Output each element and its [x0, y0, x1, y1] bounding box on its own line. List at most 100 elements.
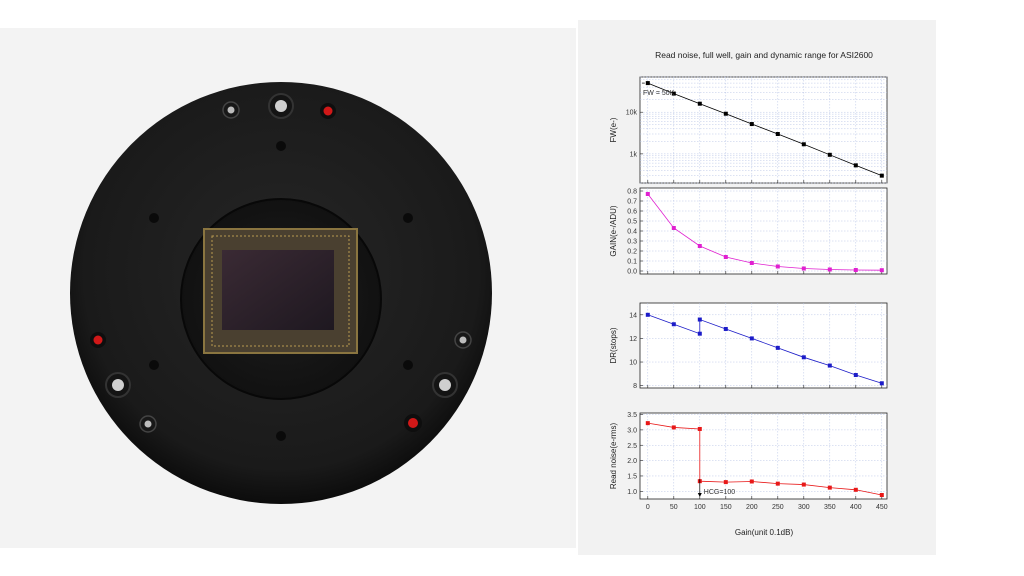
x-axis-label: Gain(unit 0.1dB) [735, 528, 794, 537]
y-axis-label: FW(e-) [609, 117, 618, 142]
x-tick-label: 350 [824, 504, 836, 511]
data-point [827, 363, 832, 368]
screw-icon [432, 372, 458, 398]
data-point [801, 355, 806, 360]
x-tick-label: 250 [772, 504, 784, 511]
data-point [853, 487, 858, 492]
y-tick-label: 10 [629, 360, 637, 367]
data-point [671, 322, 676, 327]
chart-panel: Read noise, full well, gain and dynamic … [578, 20, 936, 555]
y-tick-label: 0.3 [627, 239, 637, 246]
data-point [723, 255, 728, 259]
y-tick-label: 12 [629, 336, 637, 343]
data-point [697, 317, 702, 322]
annotation-label: HCG=100 [704, 489, 735, 496]
data-point [879, 173, 884, 178]
data-point [749, 336, 754, 341]
data-point [697, 101, 702, 106]
y-axis-label: GAIN(e-/ADU) [609, 205, 618, 256]
data-point [645, 192, 650, 196]
data-point [723, 111, 728, 116]
data-point [879, 493, 884, 498]
data-point [723, 326, 728, 331]
camera-illustration [70, 82, 492, 504]
y-tick-label: 0.6 [627, 209, 637, 216]
screw-icon [454, 331, 472, 349]
y-tick-label: 8 [633, 383, 637, 390]
series-line [647, 82, 882, 177]
y-tick-label: 0.5 [627, 219, 637, 226]
y-tick-label: 1k [630, 151, 638, 158]
y-tick-label: 1.0 [627, 489, 637, 496]
data-point [749, 479, 754, 484]
data-point [879, 268, 884, 273]
y-tick-label: 0.8 [627, 189, 637, 196]
red-indicator-icon [404, 414, 422, 432]
screw-icon [222, 101, 240, 119]
screw-icon [105, 372, 131, 398]
data-point [879, 381, 884, 386]
x-tick-label: 150 [720, 504, 732, 511]
y-tick-label: 10k [626, 110, 638, 117]
mount-hole-icon [149, 141, 413, 441]
data-point [697, 244, 702, 248]
chart-panel-3: 8 10 12 14 DR(stops) [609, 302, 888, 390]
series-line [647, 193, 882, 271]
y-tick-label: 2.0 [627, 458, 637, 465]
sensor-chip [222, 250, 334, 330]
chart-panel-2: 0.0 0.1 0.2 0.3 0.4 0.5 0.6 0.7 0.8 GAIN(e-/ADU) [609, 187, 888, 276]
data-point [801, 482, 806, 487]
x-tick-label: 450 [876, 504, 888, 511]
x-tick-label: 0 [646, 504, 650, 511]
y-tick-label: 0.0 [627, 269, 637, 276]
data-point [671, 226, 676, 230]
data-point [775, 481, 780, 486]
data-point [827, 485, 832, 490]
x-tick-label: 300 [798, 504, 810, 511]
x-tick-label: 200 [746, 504, 758, 511]
data-point [775, 345, 780, 350]
data-point [749, 122, 754, 127]
y-tick-label: 14 [629, 312, 637, 319]
y-tick-label: 1.5 [627, 473, 637, 480]
data-point [723, 480, 728, 485]
y-axis-label: DR(stops) [609, 327, 618, 363]
data-point [775, 264, 780, 269]
data-point [671, 425, 676, 430]
y-tick-label: 0.1 [627, 259, 637, 266]
chart-figure: Read noise, full well, gain and dynamic … [609, 50, 888, 537]
plot-area [639, 412, 888, 500]
x-tick-label: 50 [670, 504, 678, 511]
red-indicator-icon [320, 103, 336, 119]
data-point [697, 331, 702, 336]
data-point [827, 267, 832, 272]
x-tick-label: 400 [850, 504, 862, 511]
y-tick-label: 3.0 [627, 427, 637, 434]
x-tick-label: 100 [694, 504, 706, 511]
data-point [697, 426, 702, 431]
data-point [853, 268, 858, 272]
y-axis-label: Read noise(e-rms) [609, 423, 618, 490]
data-point [749, 261, 754, 265]
screw-icon [139, 415, 157, 433]
data-point [645, 81, 650, 86]
chart-panel-1: 1k 10k FW(e-) FW = 50K [609, 76, 888, 184]
camera-photo [0, 28, 576, 548]
data-point [801, 266, 806, 271]
y-tick-label: 2.5 [627, 443, 637, 450]
data-point [853, 373, 858, 378]
chart-panel-4: 1.0 1.5 2.0 2.5 3.0 3.5 Read noise(e-rms) 0 50 10… [609, 412, 888, 511]
plot-area [639, 76, 888, 184]
chart-title: Read noise, full well, gain and dynamic … [655, 50, 873, 60]
y-tick-label: 3.5 [627, 412, 637, 419]
data-point [853, 163, 858, 168]
arrow-head-icon [697, 493, 702, 497]
data-point [671, 91, 676, 96]
y-tick-label: 0.2 [627, 249, 637, 256]
data-point [801, 142, 806, 147]
data-point [827, 152, 832, 157]
data-point [775, 131, 780, 136]
annotation-label: FW = 50K [643, 90, 675, 97]
data-point [645, 421, 650, 426]
plot-area [639, 302, 888, 389]
